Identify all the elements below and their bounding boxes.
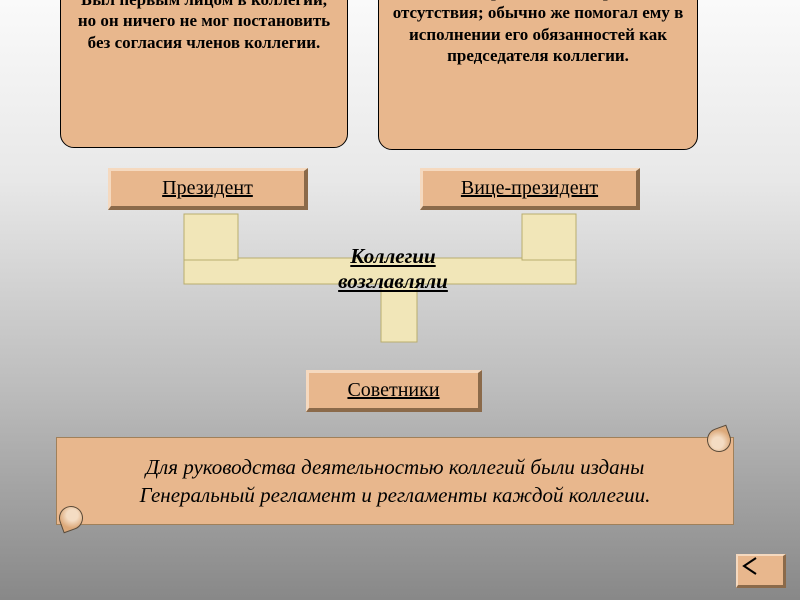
footer-scroll-text: Для руководства деятельностью коллегий б… — [89, 453, 701, 510]
advisors-label: Советники — [347, 379, 439, 402]
vice-label: Вице-президент — [461, 177, 598, 200]
center-label: Коллегии возглавляли — [298, 244, 488, 294]
footer-scroll: Для руководства деятельностью коллегий б… — [56, 437, 734, 525]
advisors-node[interactable]: Советники — [306, 370, 482, 412]
vice-node[interactable]: Вице-президент — [420, 168, 640, 210]
president-node[interactable]: Президент — [108, 168, 308, 210]
president-label: Президент — [162, 177, 253, 200]
prev-button[interactable] — [736, 554, 786, 588]
president-tooltip: Был первым лицом в коллегии, но он ничег… — [60, 0, 348, 148]
vice-tooltip-text: Замещал президента во время его отсутств… — [393, 0, 684, 65]
president-tooltip-text: Был первым лицом в коллегии, но он ничег… — [78, 0, 330, 52]
vice-tooltip: Замещал президента во время его отсутств… — [378, 0, 698, 150]
chevron-left-icon — [738, 556, 764, 576]
